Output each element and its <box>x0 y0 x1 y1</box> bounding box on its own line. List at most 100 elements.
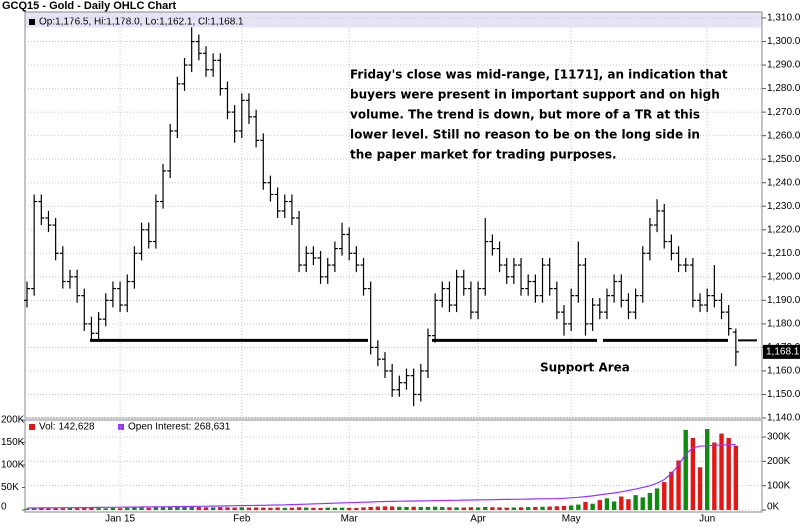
volume-bar <box>153 506 159 510</box>
header-band <box>25 12 762 28</box>
volume-bar <box>53 508 58 510</box>
annotation: buyers were present in important support… <box>350 88 720 102</box>
volume-bar <box>132 507 137 510</box>
volume-bar <box>654 488 660 510</box>
volume-bar <box>454 507 459 510</box>
y2-tick-label: 300K <box>767 432 791 443</box>
volume-bar <box>540 506 545 510</box>
volume-bar <box>640 497 645 510</box>
volume-bar <box>382 506 388 510</box>
volume-bar <box>461 507 466 510</box>
volume-bar <box>67 507 73 510</box>
volume-bar <box>554 506 560 510</box>
x-tick-label: May <box>562 514 581 525</box>
y-tick-label: 1,290.0 <box>767 60 800 71</box>
annotation: Friday's close was mid-range, [1171], an… <box>350 68 728 82</box>
volume-bar <box>619 496 624 510</box>
info-swatch <box>29 19 35 25</box>
volume-bar <box>339 507 345 510</box>
volume-bar <box>475 507 481 510</box>
volume-bar <box>89 507 94 510</box>
volume-bar <box>103 508 108 510</box>
ohlc-info: Op:1,176.5, Hi:1,178.0, Lo:1,162.1, Cl:1… <box>39 17 244 28</box>
vol-legend-swatch <box>29 424 35 430</box>
volume-bar <box>232 507 237 510</box>
volume-bar <box>483 507 488 510</box>
y-tick-label: 1,150.0 <box>767 389 800 400</box>
volume-bar <box>440 507 445 510</box>
y-tick-label: 1,140.0 <box>767 413 800 424</box>
y-tick-label: 1,210.0 <box>767 248 800 259</box>
volume-bar <box>246 507 252 510</box>
volume-bar <box>669 471 674 510</box>
legend-entry: Vol: 142,628 <box>39 422 95 433</box>
y-tick-label: 0 <box>1 502 7 513</box>
volume-bar <box>82 507 87 510</box>
volume-bar <box>726 438 731 510</box>
volume-bar <box>225 507 230 510</box>
volume-bar <box>289 507 295 510</box>
volume-bar <box>261 507 266 510</box>
support-label: Support Area <box>540 361 630 375</box>
volume-bar <box>597 500 602 510</box>
volume-bar <box>175 506 180 510</box>
y-tick-label: 1,270.0 <box>767 107 800 118</box>
volume-bar <box>647 492 653 510</box>
y-tick-label: 1,310.0 <box>767 13 800 24</box>
volume-bar <box>311 507 316 510</box>
volume-bar <box>604 498 610 510</box>
volume-bar <box>705 429 710 510</box>
volume-bar <box>332 507 338 510</box>
volume-bar <box>239 507 244 510</box>
volume-bar <box>375 506 381 510</box>
legend-entry: Open Interest: 268,631 <box>128 422 231 433</box>
volume-bar <box>561 505 567 510</box>
y-tick-label: 1,260.0 <box>767 130 800 141</box>
y-tick-label: 1,220.0 <box>767 224 800 235</box>
volume-bar <box>196 507 202 510</box>
volume-bar <box>690 438 696 510</box>
volume-bar <box>296 507 302 510</box>
y2-tick-label: 100K <box>767 480 791 491</box>
volume-bar <box>719 433 724 510</box>
volume-bar <box>46 508 51 510</box>
y-tick-label: 1,230.0 <box>767 201 800 212</box>
volume-bar <box>518 507 524 510</box>
annotation: lower level. Still no reason to be on th… <box>350 128 700 142</box>
y-tick-label: 50K <box>1 482 19 493</box>
volume-bar <box>282 507 287 510</box>
volume-bar <box>210 507 216 510</box>
volume-bar <box>490 507 495 510</box>
volume-bar <box>368 506 373 510</box>
volume-bar <box>676 460 681 510</box>
oi-legend-swatch <box>118 424 124 430</box>
y2-tick-label: 200K <box>767 456 791 467</box>
volume-bar <box>432 506 438 510</box>
volume-bar <box>117 508 123 510</box>
volume-bar <box>697 467 703 510</box>
volume-bar <box>268 507 273 510</box>
volume-bar <box>397 506 402 510</box>
y-tick-label: 1,190.0 <box>767 295 800 306</box>
x-tick-label: Apr <box>470 514 486 525</box>
volume-bar <box>60 508 65 510</box>
volume-bar <box>468 507 474 510</box>
volume-bar <box>568 505 574 510</box>
volume-bar <box>404 506 409 510</box>
volume-bar <box>662 482 667 510</box>
volume-bar <box>24 508 30 510</box>
volume-bar <box>712 442 717 510</box>
volume-bar <box>304 507 309 510</box>
price-panel <box>24 11 763 419</box>
y-tick-label: 1,280.0 <box>767 83 800 94</box>
volume-bar <box>253 507 259 510</box>
volume-bar <box>74 508 80 510</box>
volume-bar <box>526 507 531 510</box>
volume-bar <box>733 445 739 510</box>
volume-bar <box>411 506 416 510</box>
volume-bar <box>511 507 517 510</box>
y-tick-label: 1,180.0 <box>767 319 800 330</box>
annotation: the paper market for trading purposes. <box>350 148 617 162</box>
